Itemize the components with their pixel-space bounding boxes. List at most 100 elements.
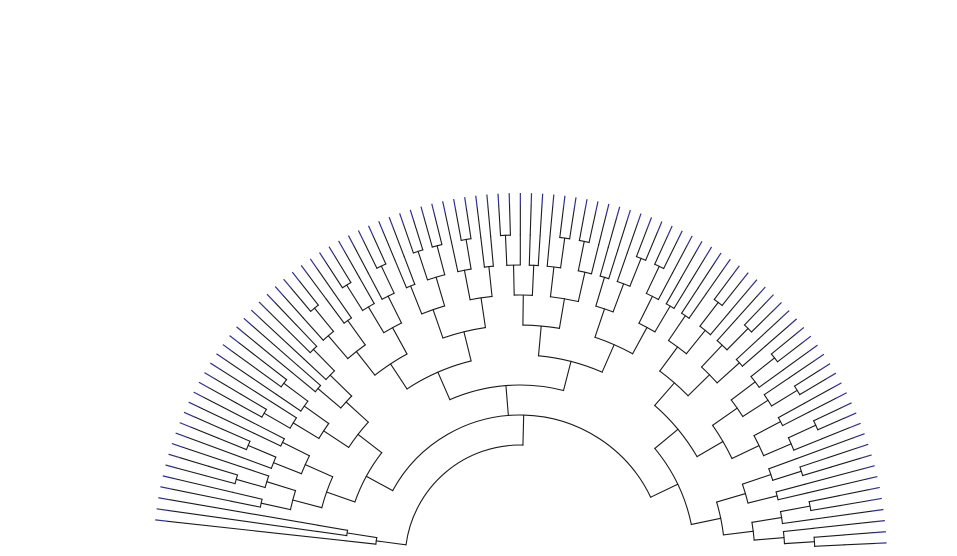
leaf-tip-90 (859, 454, 872, 459)
leaf-tip-86 (845, 412, 857, 419)
branch-line-24 (205, 475, 236, 485)
branch-arc-188 (645, 292, 660, 301)
leaf-tip-10 (183, 411, 196, 418)
branch-line-153 (537, 235, 541, 267)
leaf-branch-64 (671, 245, 688, 274)
leaf-tip-93 (867, 486, 880, 491)
branch-line-226 (716, 362, 741, 384)
leaf-tip-53 (573, 197, 577, 210)
branch-line-26 (239, 465, 270, 477)
leaf-tip-76 (787, 318, 798, 328)
branch-arc-286 (782, 530, 786, 545)
leaf-tip-1 (156, 508, 169, 512)
leaf-tip-40 (431, 203, 436, 216)
leaf-tip-52 (562, 195, 566, 208)
branch-line-258 (812, 407, 842, 422)
leaf-tip-41 (442, 201, 446, 214)
branch-line-14 (292, 499, 323, 509)
branch-line-271 (801, 466, 833, 477)
leaf-tip-44 (475, 195, 478, 208)
leaf-branch-95 (811, 510, 873, 521)
leaf-branch-87 (820, 427, 851, 440)
leaf-tip-78 (800, 335, 812, 344)
branch-line-192 (662, 240, 678, 270)
branch-arc-186 (638, 322, 656, 333)
leaf-tip-94 (869, 497, 882, 502)
branch-arc-245 (793, 385, 801, 396)
leaf-branch-59 (626, 224, 638, 254)
branch-line-244 (770, 389, 798, 407)
branch-line-113 (403, 255, 416, 286)
leaf-tip-29 (319, 252, 327, 263)
branch-line-34 (217, 437, 248, 451)
branch-line-168 (588, 212, 597, 244)
branch-line-40 (357, 433, 383, 454)
branch-line-174 (595, 276, 606, 307)
branch-line-152 (528, 234, 531, 266)
branch-line-189 (645, 265, 660, 295)
branch-line-48 (234, 401, 263, 418)
leaf-tip-95 (871, 508, 884, 512)
branch-arc-213 (713, 298, 723, 307)
branch-line-88 (325, 298, 345, 324)
branch-arc-233 (730, 399, 744, 418)
leaf-tip-57 (615, 206, 621, 219)
leaf-tip-37 (399, 213, 405, 225)
branch-line-77 (355, 350, 376, 376)
leaf-tip-88 (853, 433, 865, 439)
branch-line-99 (387, 295, 403, 324)
leaf-tip-38 (409, 209, 415, 222)
branch-line-58 (345, 401, 370, 423)
branch-arc-30 (270, 456, 277, 470)
branch-arc-207 (680, 312, 690, 320)
branch-arc-80 (322, 330, 335, 341)
branch-line-268 (772, 470, 803, 481)
branch-line-16 (260, 502, 292, 511)
leaf-tip-33 (357, 230, 365, 242)
tree-branches (166, 204, 876, 547)
branch-line-102 (380, 265, 395, 294)
branch-line-54 (283, 382, 309, 402)
branch-line-172 (594, 308, 606, 338)
branch-line-4 (346, 532, 378, 539)
branch-line-159 (559, 237, 566, 269)
leaf-branch-94 (839, 499, 871, 507)
leaf-branch-75 (757, 317, 782, 340)
leaf-branch-16 (225, 359, 277, 395)
leaf-tip-27 (300, 265, 309, 276)
branch-line-246 (793, 369, 821, 387)
leaf-tip-77 (794, 326, 805, 336)
leaf-tip-79 (807, 344, 818, 353)
branch-line-18 (230, 500, 261, 508)
branch-arc-160 (559, 236, 571, 240)
branch-line-208 (680, 287, 699, 314)
branch-line-177 (608, 249, 619, 280)
branch-line-284 (781, 518, 813, 525)
leaf-branch-89 (827, 447, 858, 459)
leaf-branch-79 (782, 351, 809, 371)
branch-line-69 (288, 330, 311, 354)
leaf-tip-30 (328, 246, 336, 258)
leaf-tip-92 (865, 475, 878, 480)
branch-line-272 (747, 495, 778, 504)
branch-line-150 (531, 264, 535, 296)
leaf-tip-70 (740, 272, 749, 283)
branch-line-243 (763, 377, 790, 396)
branch-line-169 (590, 244, 600, 275)
leaf-tip-97 (873, 531, 886, 534)
leaf-branch-41 (444, 212, 453, 243)
leaf-tip-96 (872, 520, 885, 523)
branch-line-64 (329, 374, 353, 397)
leaf-branch-21 (259, 317, 305, 360)
leaf-tip-28 (309, 258, 318, 270)
branch-line-27 (304, 463, 334, 478)
leaf-tip-4 (162, 475, 175, 480)
branch-line-86 (346, 319, 367, 346)
branch-arc-190 (654, 263, 665, 270)
branch-line-200 (654, 428, 679, 450)
branch-line-85 (298, 280, 320, 306)
branch-line-112 (394, 259, 408, 289)
leaf-branch-1 (167, 509, 318, 533)
branch-line-198 (649, 483, 679, 498)
